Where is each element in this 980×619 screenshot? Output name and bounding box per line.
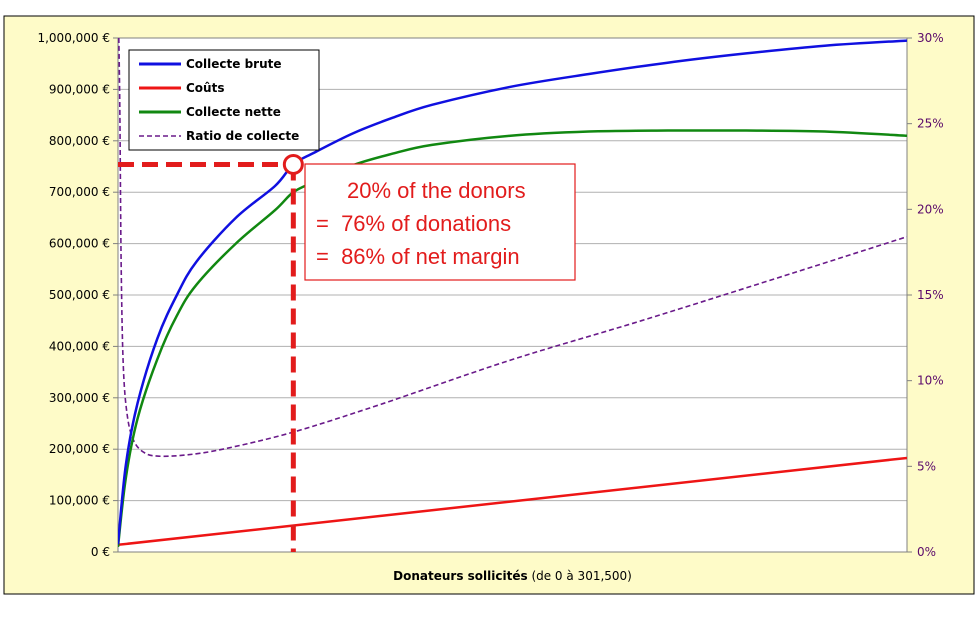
annotation-marker — [282, 153, 304, 175]
series-line-co-ts — [118, 456, 907, 547]
y-right-tick-label: 5% — [917, 459, 936, 473]
legend-label: Collecte nette — [186, 105, 281, 119]
legend-label: Coûts — [186, 81, 224, 95]
y-right-tick-label: 15% — [917, 288, 944, 302]
y-right-tick-label: 10% — [917, 374, 944, 388]
y-right-tick-label: 0% — [917, 545, 936, 559]
y-right-tick-label: 25% — [917, 117, 944, 131]
series-line-collecte-brute — [118, 39, 907, 545]
y-left-tick-label: 700,000 € — [49, 185, 110, 199]
y-left-tick-label: 400,000 € — [49, 339, 110, 353]
annotation-line: 20% of the donors — [347, 178, 526, 203]
y-left-tick-label: 0 € — [91, 545, 110, 559]
legend-label: Collecte brute — [186, 57, 282, 71]
y-left-tick-label: 600,000 € — [49, 237, 110, 251]
legend-label: Ratio de collecte — [186, 129, 299, 143]
x-axis-label: Donateurs sollicités — [393, 569, 527, 583]
series-line-ratio-de-collecte — [118, 38, 907, 458]
y-right-tick-label: 30% — [917, 31, 944, 45]
x-axis-range-label: (de 0 à 301,500) — [528, 569, 632, 583]
annotation-box — [304, 163, 576, 281]
legend-box — [128, 49, 320, 151]
y-left-tick-label: 200,000 € — [49, 442, 110, 456]
y-left-tick-label: 100,000 € — [49, 494, 110, 508]
y-right-tick-label: 20% — [917, 202, 944, 216]
y-left-tick-label: 900,000 € — [49, 82, 110, 96]
annotation-line: = 76% of donations — [316, 211, 511, 236]
x-axis-title: Donateurs sollicités (de 0 à 301,500) — [393, 569, 632, 583]
y-left-tick-label: 1,000,000 € — [37, 31, 110, 45]
y-left-tick-label: 500,000 € — [49, 288, 110, 302]
y-left-tick-label: 300,000 € — [49, 391, 110, 405]
annotation-line: = 86% of net margin — [316, 244, 520, 269]
y-left-tick-label: 800,000 € — [49, 134, 110, 148]
